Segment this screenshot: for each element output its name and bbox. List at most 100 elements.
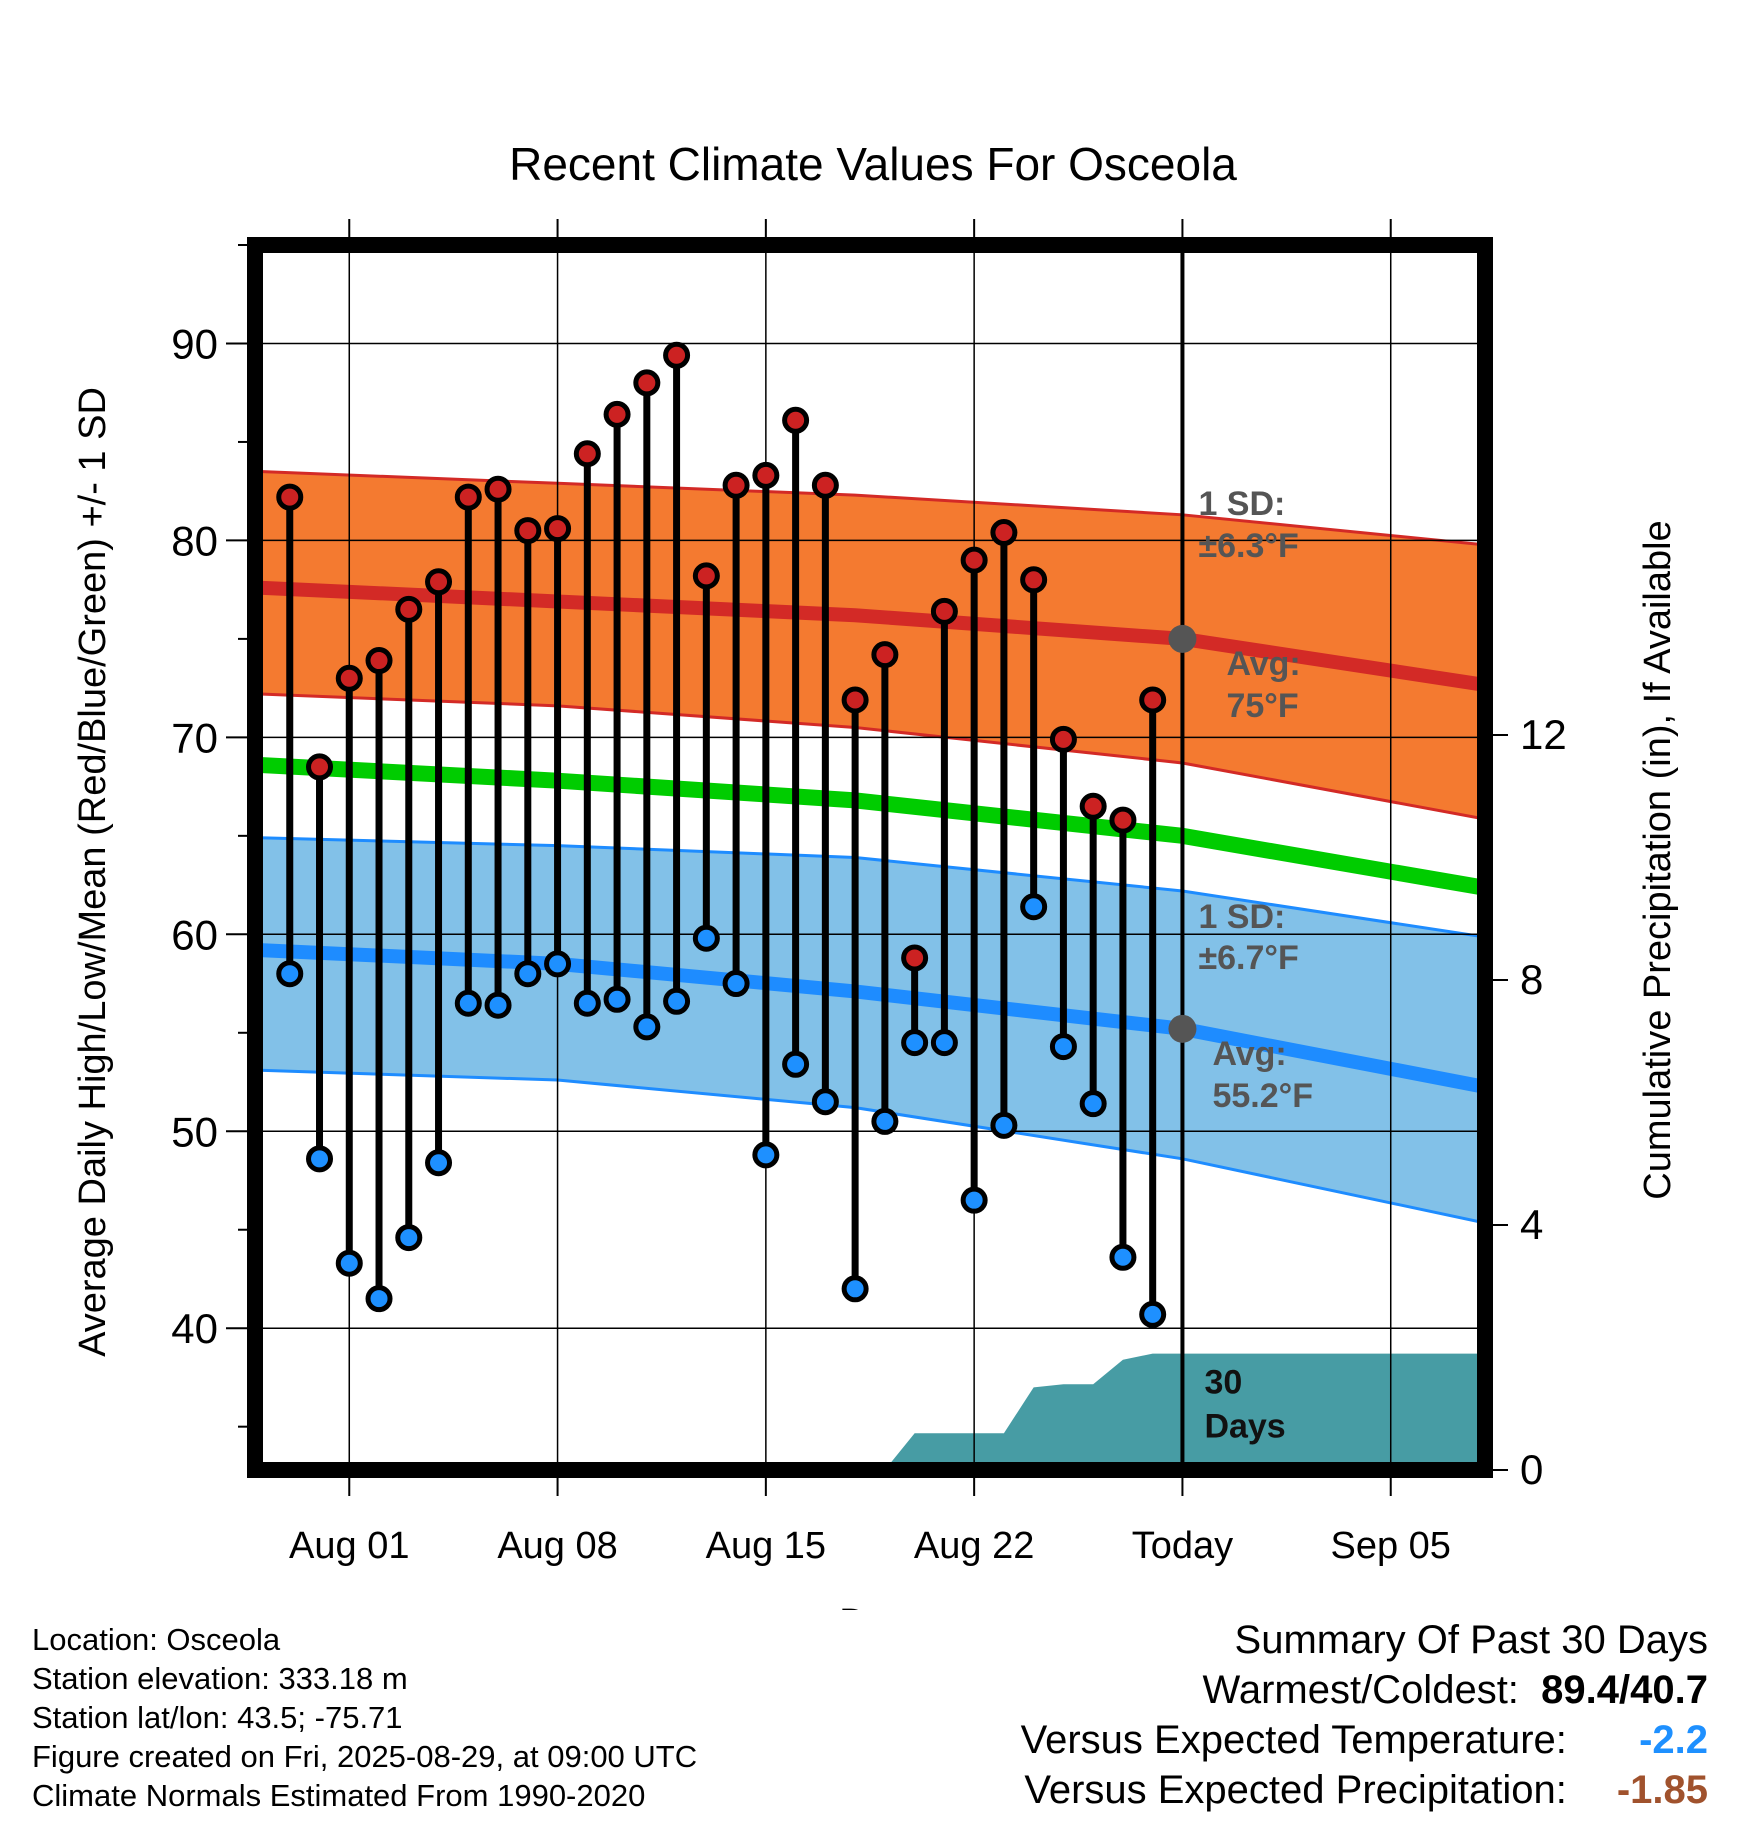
high-point bbox=[395, 595, 423, 623]
high-point bbox=[365, 647, 393, 675]
high-point bbox=[901, 944, 929, 972]
y-tick-label: 80 bbox=[171, 517, 218, 564]
y2-axis-title: Cumulative Precipitation (in), If Availa… bbox=[1637, 520, 1679, 1199]
y2-tick-label: 0 bbox=[1520, 1446, 1543, 1493]
high-point bbox=[633, 369, 661, 397]
x-tick-label: Aug 22 bbox=[914, 1525, 1034, 1567]
low-point bbox=[365, 1285, 393, 1313]
low-point bbox=[573, 989, 601, 1017]
plot-frame bbox=[247, 237, 1493, 1478]
low-point bbox=[454, 989, 482, 1017]
precip-label: Versus Expected Precipitation: bbox=[1024, 1768, 1567, 1812]
y-axis-title: Average Daily High/Low/Mean (Red/Blue/Gr… bbox=[72, 387, 114, 1357]
low-point bbox=[990, 1111, 1018, 1139]
warm-cold-label: Warmest/Coldest: bbox=[1202, 1668, 1519, 1712]
high-point bbox=[1139, 686, 1167, 714]
low-point bbox=[484, 991, 512, 1019]
high-sd-value: ±6.3°F bbox=[1198, 527, 1298, 565]
low-point bbox=[782, 1050, 810, 1078]
days-label-number: 30 bbox=[1204, 1364, 1242, 1402]
low-point bbox=[1139, 1300, 1167, 1328]
x-tick-label: Today bbox=[1132, 1525, 1233, 1567]
high-point bbox=[930, 597, 958, 625]
high-point bbox=[573, 440, 601, 468]
low-point bbox=[663, 987, 691, 1015]
x-tick-label: Aug 08 bbox=[497, 1525, 617, 1567]
low-point bbox=[722, 970, 750, 998]
high-point bbox=[782, 406, 810, 434]
latlon-text: Station lat/lon: 43.5; -75.71 bbox=[32, 1700, 403, 1735]
low-point bbox=[276, 960, 304, 988]
y-tick-label: 40 bbox=[171, 1305, 218, 1352]
high-upper-edge bbox=[260, 469, 1480, 546]
high-point bbox=[1079, 792, 1107, 820]
low-sd-value: ±6.7°F bbox=[1198, 939, 1298, 977]
warmest-value: 89.4 bbox=[1541, 1668, 1620, 1712]
y2-tick-label: 4 bbox=[1520, 1201, 1543, 1248]
high-point bbox=[871, 641, 899, 669]
low-point bbox=[960, 1186, 988, 1214]
high-point bbox=[544, 515, 572, 543]
y-tick-label: 50 bbox=[171, 1108, 218, 1155]
high-point bbox=[811, 471, 839, 499]
y-tick-label: 60 bbox=[171, 911, 218, 958]
low-point bbox=[514, 960, 542, 988]
temp-label: Versus Expected Temperature: bbox=[1020, 1718, 1567, 1762]
low-point bbox=[811, 1088, 839, 1116]
low-point bbox=[1049, 1033, 1077, 1061]
high-avg-label: Avg: bbox=[1226, 645, 1300, 683]
station-info: Location: Osceola Station elevation: 333… bbox=[32, 1620, 697, 1815]
precip-row: Versus Expected Precipitation: -1.85 bbox=[1021, 1765, 1708, 1815]
high-point bbox=[960, 546, 988, 574]
days-label-text: Days bbox=[1204, 1408, 1285, 1446]
chart-title: Recent Climate Values For Osceola bbox=[509, 138, 1237, 190]
y-tick-label: 70 bbox=[171, 714, 218, 761]
low-avg-value: 55.2°F bbox=[1212, 1077, 1313, 1115]
climate-chart: Recent Climate Values For Osceola Averag… bbox=[72, 138, 1679, 1610]
warm-cold-separator: / bbox=[1619, 1668, 1631, 1712]
high-point bbox=[276, 483, 304, 511]
high-point bbox=[752, 461, 780, 489]
coldest-value: 40.7 bbox=[1630, 1668, 1708, 1712]
high-point bbox=[603, 400, 631, 428]
summary-title: Summary Of Past 30 Days bbox=[1234, 1618, 1708, 1662]
warm-cold-row: Warmest/Coldest: 89.4/40.7 bbox=[1021, 1665, 1708, 1715]
high-avg-value: 75°F bbox=[1226, 687, 1298, 725]
today-low-avg-marker bbox=[1168, 1014, 1197, 1043]
high-point bbox=[306, 753, 334, 781]
high-point bbox=[1020, 566, 1048, 594]
low-point bbox=[1020, 893, 1048, 921]
high-point bbox=[454, 483, 482, 511]
high-sd-band bbox=[260, 471, 1480, 819]
high-point bbox=[841, 686, 869, 714]
high-point bbox=[484, 475, 512, 503]
y-tick-label: 90 bbox=[171, 320, 218, 367]
high-point bbox=[722, 471, 750, 499]
y2-tick-label: 12 bbox=[1520, 711, 1567, 758]
x-axis-title: Day bbox=[839, 1602, 907, 1610]
low-avg-label: Avg: bbox=[1212, 1035, 1286, 1073]
low-point bbox=[841, 1275, 869, 1303]
high-point bbox=[1049, 725, 1077, 753]
high-sd-label: 1 SD: bbox=[1198, 485, 1285, 523]
precip-value: -1.85 bbox=[1616, 1768, 1708, 1812]
location-text: Location: Osceola bbox=[32, 1622, 281, 1657]
low-point bbox=[901, 1029, 929, 1057]
high-point bbox=[990, 519, 1018, 547]
low-point bbox=[544, 950, 572, 978]
low-point bbox=[692, 924, 720, 952]
normal-high-line bbox=[260, 580, 1480, 692]
created-text: Figure created on Fri, 2025-08-29, at 09… bbox=[32, 1739, 698, 1774]
low-point bbox=[425, 1149, 453, 1177]
low-point bbox=[871, 1107, 899, 1135]
high-point bbox=[663, 341, 691, 369]
temp-row: Versus Expected Temperature: -2.2 bbox=[1021, 1715, 1708, 1765]
x-tick-label: Sep 05 bbox=[1331, 1525, 1451, 1567]
high-point bbox=[425, 568, 453, 596]
summary-panel: Summary Of Past 30 Days Warmest/Coldest:… bbox=[1021, 1615, 1708, 1815]
precip-area bbox=[260, 1353, 1480, 1470]
normals-text: Climate Normals Estimated From 1990-2020 bbox=[32, 1778, 646, 1813]
low-point bbox=[1109, 1243, 1137, 1271]
low-point bbox=[603, 985, 631, 1013]
x-tick-label: Aug 15 bbox=[706, 1525, 826, 1567]
